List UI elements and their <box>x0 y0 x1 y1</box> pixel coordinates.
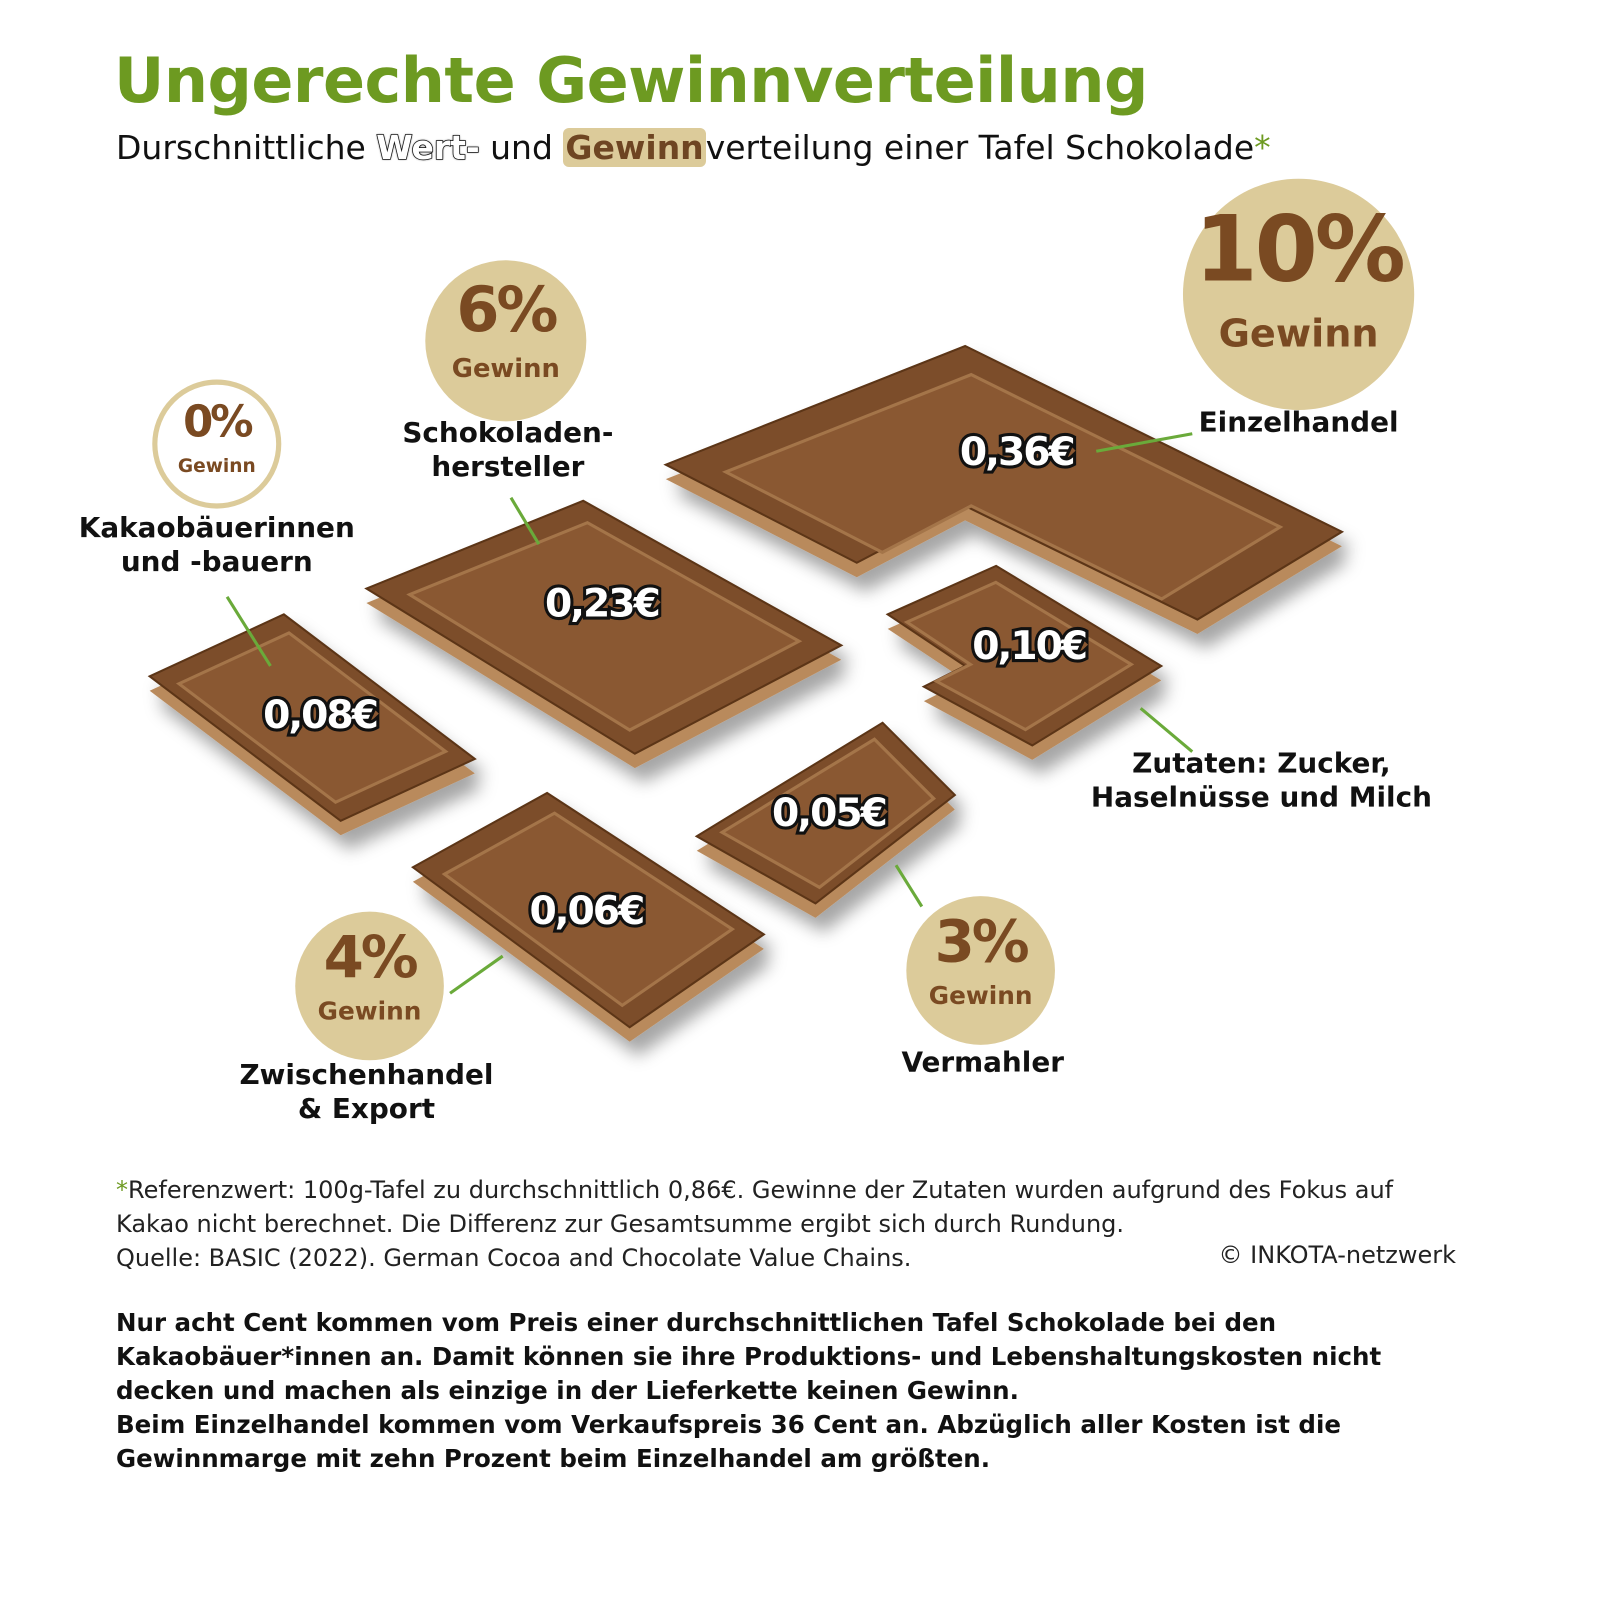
profit-caption: Gewinn <box>929 981 1033 1010</box>
segment-label: Zwischenhandel <box>239 1058 493 1091</box>
segment-label: hersteller <box>431 450 584 483</box>
segment-label: Zutaten: Zucker, <box>1132 746 1391 779</box>
value-label: 0,08€ <box>263 693 377 738</box>
profit-caption: Gewinn <box>318 996 422 1025</box>
segment-label: Einzelhandel <box>1199 406 1399 439</box>
subtitle-value-word: Wert- <box>376 127 481 168</box>
segment-label: & Export <box>298 1092 435 1125</box>
piece-bevel <box>721 372 1284 601</box>
subtitle-profit-word: Gewinn <box>563 128 706 167</box>
body-paragraph: Beim Einzelhandel kommen vom Verkaufspre… <box>116 1410 1341 1473</box>
connector <box>894 864 924 908</box>
piece-bevel <box>441 811 736 1008</box>
segment-label: Schokoladen- <box>402 416 613 449</box>
chocolate-piece <box>364 499 844 769</box>
segment-label: Haselnüsse und Milch <box>1091 780 1432 813</box>
footnote-line: *Referenzwert: 100g-Tafel zu durchschnit… <box>116 1173 1456 1207</box>
title: Ungerechte Gewinnverteilung <box>114 44 1148 117</box>
subtitle: Durschnittliche Wert- und Gewinnverteilu… <box>116 127 1271 168</box>
footnote-line: Quelle: BASIC (2022). German Cocoa and C… <box>116 1241 1456 1275</box>
connector <box>225 596 272 667</box>
chocolate-piece <box>885 564 1164 760</box>
connector <box>1139 707 1194 753</box>
profit-circle <box>906 896 1055 1045</box>
profit-caption: Gewinn <box>178 456 256 477</box>
profit-circle <box>425 260 587 422</box>
value-label: 0,06€ <box>529 889 643 934</box>
value-label: 0,36€ <box>960 430 1074 475</box>
profit-circle <box>152 379 282 509</box>
footnote: *Referenzwert: 100g-Tafel zu durchschnit… <box>116 1173 1456 1275</box>
piece-bevel <box>719 737 937 890</box>
chocolate-piece <box>410 791 766 1042</box>
subtitle-text: verteilung einer Tafel Schokolade <box>705 128 1255 167</box>
profit-value: 3% <box>935 908 1029 976</box>
asterisk: * <box>116 1176 128 1204</box>
chocolate-piece <box>663 344 1345 634</box>
subtitle-text: und <box>479 128 564 167</box>
profit-circle <box>1182 178 1415 410</box>
footnote-text: Kakao nicht berechnet. Die Differenz zur… <box>116 1210 1125 1238</box>
profit-value: 6% <box>456 274 557 346</box>
connector <box>509 496 541 545</box>
profit-value: 4% <box>324 923 418 991</box>
value-label: 0,23€ <box>545 582 659 627</box>
copyright: © INKOTA-netzwerk <box>1218 1241 1456 1269</box>
segment-label: und -bauern <box>121 545 313 578</box>
piece-bevel <box>175 631 449 805</box>
subtitle-text: Durschnittliche <box>116 128 377 167</box>
footnote-text: Quelle: BASIC (2022). German Cocoa and C… <box>116 1244 912 1272</box>
asterisk: * <box>1254 128 1271 167</box>
profit-circle <box>295 911 444 1061</box>
value-label: 0,10€ <box>972 624 1086 669</box>
connector <box>449 954 504 995</box>
profit-value: 0% <box>183 398 253 448</box>
piece-bevel <box>903 580 1135 732</box>
value-label: 0,05€ <box>772 791 886 836</box>
body-paragraph: Nur acht Cent kommen vom Preis einer dur… <box>116 1308 1382 1405</box>
connector <box>1095 432 1193 453</box>
segment-label: Kakaobäuerinnen <box>79 511 355 544</box>
footnote-line: Kakao nicht berechnet. Die Differenz zur… <box>116 1207 1456 1241</box>
profit-caption: Gewinn <box>452 354 560 384</box>
footnote-text: Referenzwert: 100g-Tafel zu durchschnitt… <box>128 1176 1394 1204</box>
segment-label: Vermahler <box>901 1046 1064 1079</box>
chocolate-piece <box>694 721 957 918</box>
chocolate-piece <box>147 613 477 836</box>
body-text: Nur acht Cent kommen vom Preis einer dur… <box>116 1306 1466 1476</box>
profit-value: 10% <box>1195 197 1404 302</box>
piece-bevel <box>406 520 803 732</box>
chocolate-pieces <box>147 344 1345 1042</box>
profit-caption: Gewinn <box>1219 312 1379 356</box>
